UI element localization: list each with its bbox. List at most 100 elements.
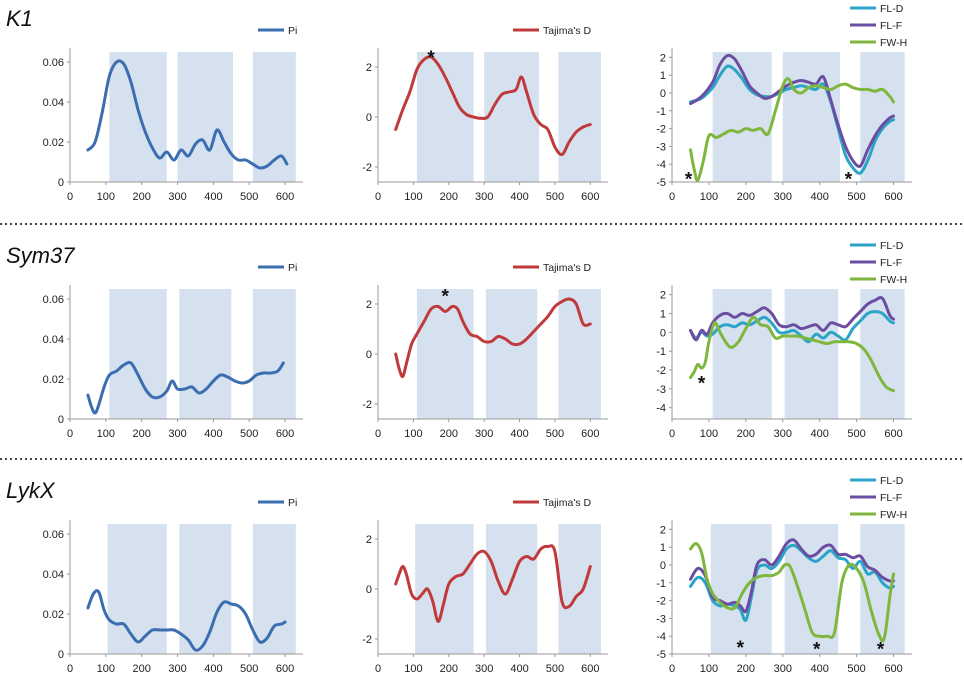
series-line-fl-d xyxy=(689,64,895,175)
gene-label-lykx: LykX xyxy=(6,478,56,503)
shaded-region xyxy=(782,52,840,182)
y-tick-label: -1 xyxy=(656,578,666,590)
legend-label: Pi xyxy=(288,25,297,37)
chart-lykx-tajima: 0 100 200 300 400 500 600 -2 0 2 Tajima's D xyxy=(362,497,608,675)
y-tick-label: 0 xyxy=(660,327,666,339)
x-tick-label: 500 xyxy=(847,191,865,203)
y-tick-label: -2 xyxy=(362,634,372,646)
chart-sym37-neutrality: 0 100 200 300 400 500 600 -4 -3 -2 -1 0 1 2 FL-D FL-F FW… xyxy=(656,240,912,440)
x-tick-label: 400 xyxy=(811,191,829,203)
series-line-fl-f xyxy=(689,538,895,614)
x-tick-label: 200 xyxy=(440,663,458,675)
y-tick-label: -4 xyxy=(656,403,666,415)
significance-asterisk: * xyxy=(737,638,745,659)
shaded-region xyxy=(485,524,538,654)
shaded-region xyxy=(252,52,296,182)
x-tick-label: 400 xyxy=(811,663,829,675)
legend-label: FL-F xyxy=(880,20,902,32)
x-tick-label: 500 xyxy=(240,663,258,675)
x-tick-label: 600 xyxy=(276,191,294,203)
y-tick-label: 2 xyxy=(660,290,666,302)
y-tick-label: 0 xyxy=(660,88,666,100)
y-tick-label: -2 xyxy=(656,124,666,136)
series-line-fl-f xyxy=(689,296,895,342)
shaded-region xyxy=(252,289,296,419)
x-tick-label: 0 xyxy=(67,663,73,675)
gene-label-sym37: Sym37 xyxy=(6,243,75,268)
y-tick-label: 0.02 xyxy=(43,374,64,386)
x-tick-label: 200 xyxy=(737,428,755,440)
y-tick-label: -3 xyxy=(656,613,666,625)
x-tick-label: 200 xyxy=(133,663,151,675)
y-tick-label: 0 xyxy=(58,649,64,661)
chart-k1-pi: 0 100 200 300 400 500 600 0 0.02 0.04 0.06 Pi xyxy=(43,25,303,203)
shaded-region xyxy=(109,52,167,182)
x-tick-label: 300 xyxy=(168,191,186,203)
shaded-region xyxy=(860,524,905,654)
x-tick-label: 300 xyxy=(475,428,493,440)
x-tick-label: 300 xyxy=(168,663,186,675)
x-tick-label: 300 xyxy=(475,191,493,203)
x-tick-label: 200 xyxy=(440,428,458,440)
y-tick-label: -1 xyxy=(656,346,666,358)
y-tick-label: 0.02 xyxy=(43,609,64,621)
legend-label: Pi xyxy=(288,497,297,509)
y-tick-label: -2 xyxy=(362,399,372,411)
x-tick-label: 400 xyxy=(510,191,528,203)
x-tick-label: 300 xyxy=(774,191,792,203)
chart-lykx-pi: 0 100 200 300 400 500 600 0 0.02 0.04 0.06 Pi xyxy=(43,497,303,675)
y-tick-label: 0 xyxy=(660,560,666,572)
y-tick-label: -5 xyxy=(656,177,666,189)
x-tick-label: 600 xyxy=(884,428,902,440)
series-line-tajima-s-d xyxy=(394,297,592,379)
x-tick-label: 0 xyxy=(67,428,73,440)
x-tick-label: 0 xyxy=(375,663,381,675)
x-tick-label: 0 xyxy=(67,191,73,203)
x-tick-label: 500 xyxy=(240,191,258,203)
shaded-region xyxy=(784,289,839,419)
shaded-region xyxy=(558,524,601,654)
y-tick-label: 2 xyxy=(366,299,372,311)
legend-label: FL-D xyxy=(880,475,904,487)
y-tick-label: -5 xyxy=(656,649,666,661)
significance-asterisk: * xyxy=(685,169,693,190)
legend-label: Tajima's D xyxy=(543,497,592,509)
y-tick-label: -4 xyxy=(656,631,666,643)
y-tick-label: -4 xyxy=(656,159,666,171)
significance-asterisk: * xyxy=(442,286,450,307)
y-tick-label: 0.06 xyxy=(43,529,64,541)
y-tick-label: 1 xyxy=(660,542,666,554)
y-tick-label: 0 xyxy=(58,177,64,189)
x-tick-label: 100 xyxy=(700,663,718,675)
x-tick-label: 100 xyxy=(97,191,115,203)
series-line-pi xyxy=(86,360,285,415)
x-tick-label: 500 xyxy=(847,428,865,440)
x-tick-label: 0 xyxy=(669,191,675,203)
y-tick-label: 0.04 xyxy=(43,334,64,346)
series-line-tajima-s-d xyxy=(394,544,592,624)
shaded-region xyxy=(177,52,234,182)
legend-label: FL-F xyxy=(880,492,902,504)
x-tick-label: 0 xyxy=(375,428,381,440)
x-tick-label: 100 xyxy=(404,428,422,440)
y-tick-label: 0 xyxy=(366,349,372,361)
x-tick-label: 500 xyxy=(240,428,258,440)
y-tick-label: -3 xyxy=(656,384,666,396)
shaded-region xyxy=(179,289,232,419)
x-tick-label: 400 xyxy=(204,663,222,675)
legend-label: Pi xyxy=(288,262,297,274)
gene-label-k1: K1 xyxy=(6,6,33,31)
significance-asterisk: * xyxy=(698,373,706,394)
x-tick-label: 600 xyxy=(276,428,294,440)
x-tick-label: 0 xyxy=(669,663,675,675)
y-tick-label: -1 xyxy=(656,106,666,118)
x-tick-label: 300 xyxy=(475,663,493,675)
x-tick-label: 500 xyxy=(546,428,564,440)
chart-sym37-pi: 0 100 200 300 400 500 600 0 0.02 0.04 0.06 Pi xyxy=(43,262,303,440)
x-tick-label: 600 xyxy=(581,428,599,440)
shaded-region xyxy=(484,52,539,182)
x-tick-label: 300 xyxy=(168,428,186,440)
y-tick-label: 1 xyxy=(660,70,666,82)
x-tick-label: 200 xyxy=(440,191,458,203)
